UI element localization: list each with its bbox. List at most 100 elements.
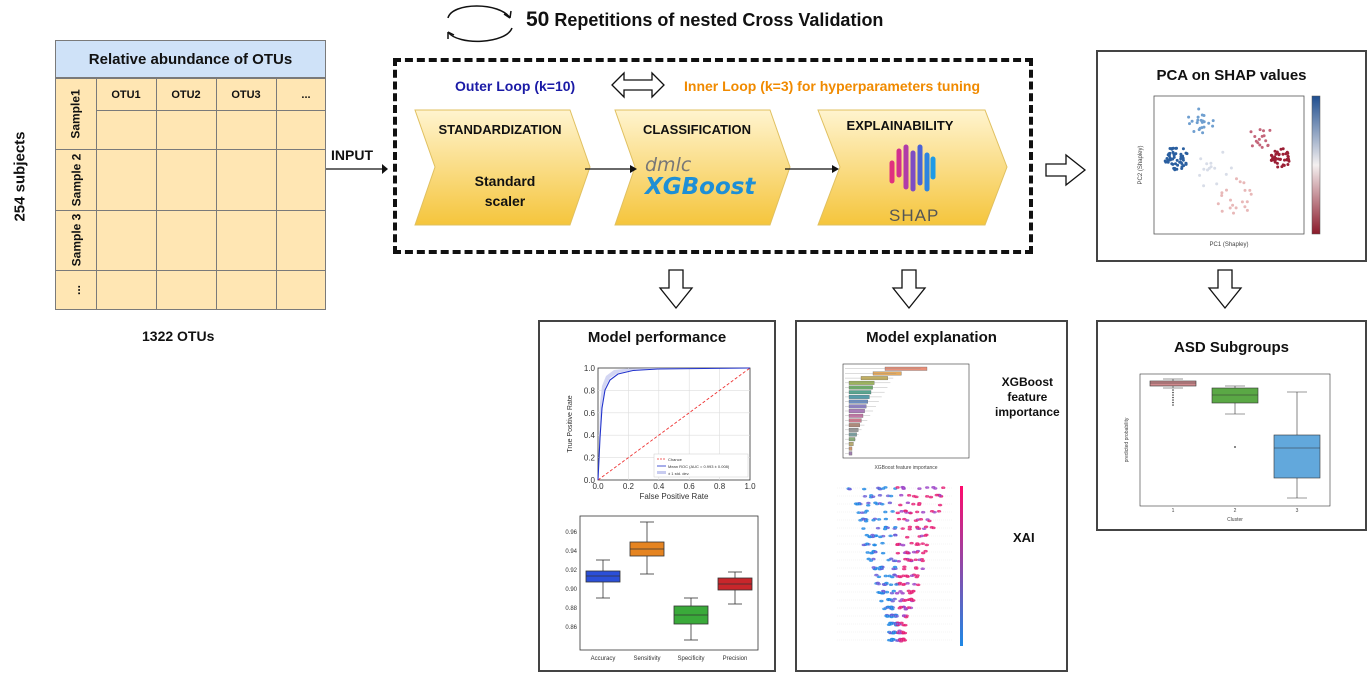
shap-point bbox=[916, 503, 922, 506]
shap-point bbox=[883, 517, 889, 521]
subgroups-title: ASD Subgroups bbox=[1174, 339, 1289, 356]
shap-point bbox=[862, 487, 867, 491]
column-header: OTU2 bbox=[171, 89, 201, 101]
pca-point bbox=[1216, 202, 1220, 206]
otu-table: OTU1 OTU2 OTU3 ... Sample1 Sample 2 Samp… bbox=[55, 78, 326, 310]
shap-point bbox=[879, 599, 884, 603]
roc-y-tick: 0.8 bbox=[584, 386, 596, 395]
shap-point bbox=[893, 533, 898, 537]
pca-point bbox=[1249, 192, 1253, 196]
roc-legend-std: ± 1 std. dev. bbox=[668, 471, 689, 476]
shap-point bbox=[906, 494, 912, 497]
pca-point bbox=[1245, 208, 1249, 212]
label1-line1: XGBoost bbox=[1001, 375, 1054, 389]
pca-point bbox=[1221, 150, 1225, 154]
shap-point bbox=[941, 486, 946, 489]
pca-point bbox=[1196, 115, 1200, 119]
shap-point bbox=[863, 519, 869, 523]
pca-point bbox=[1181, 156, 1185, 160]
roc-ylabel: True Positive Rate bbox=[567, 395, 574, 452]
shap-point bbox=[864, 542, 870, 546]
pca-point bbox=[1201, 131, 1205, 135]
pca-point bbox=[1171, 150, 1175, 154]
shap-point bbox=[891, 559, 897, 563]
pca-point bbox=[1269, 158, 1273, 162]
shap-point bbox=[921, 551, 926, 555]
shap-point bbox=[898, 575, 903, 579]
roc-xlabel: False Positive Rate bbox=[640, 492, 709, 501]
shap-point bbox=[892, 565, 898, 569]
shap-point bbox=[899, 510, 904, 513]
shap-point bbox=[911, 589, 916, 593]
subgroup-label: 1 bbox=[1172, 508, 1175, 514]
shap-point bbox=[924, 495, 930, 498]
pca-point bbox=[1171, 162, 1175, 166]
metric-y-tick: 0.90 bbox=[565, 587, 577, 593]
fi-xlabel: XGBoost feature importance bbox=[874, 465, 937, 471]
shap-point bbox=[893, 525, 898, 529]
shap-point bbox=[929, 509, 935, 513]
shap-point bbox=[861, 527, 866, 530]
column-header: OTU1 bbox=[111, 89, 141, 101]
pca-point bbox=[1172, 155, 1176, 159]
pca-point bbox=[1171, 146, 1175, 150]
pca-point bbox=[1262, 129, 1265, 133]
shap-point bbox=[866, 503, 871, 507]
shap-point bbox=[907, 525, 913, 529]
pca-point bbox=[1264, 139, 1268, 143]
shap-point bbox=[891, 631, 897, 634]
pca-point bbox=[1249, 130, 1253, 134]
pca-point bbox=[1234, 206, 1238, 210]
roc-chart: 0.00.0 0.2 0.2 0.4 0.4 0.6 0.6 0.8 0.8 1.0 1.0 Cha… bbox=[567, 364, 756, 501]
shap-point bbox=[898, 605, 903, 609]
shap-point bbox=[895, 542, 900, 546]
metric-y-tick: 0.96 bbox=[565, 530, 577, 536]
pca-point bbox=[1200, 113, 1204, 117]
shap-point bbox=[905, 582, 910, 585]
pca-xlabel: PC1 (Shapley) bbox=[1209, 242, 1248, 248]
pca-point bbox=[1184, 151, 1188, 155]
shap-point bbox=[870, 533, 875, 537]
metrics-boxplot: Accuracy Sensitivity Specificity Precision 0… bbox=[565, 515, 759, 662]
pca-point bbox=[1253, 135, 1257, 138]
shap-point bbox=[892, 597, 897, 601]
shap-point bbox=[891, 589, 896, 593]
pca-point bbox=[1248, 188, 1252, 192]
pca-point bbox=[1243, 188, 1247, 192]
shap-point bbox=[898, 599, 903, 603]
pca-point bbox=[1224, 172, 1228, 176]
pca-point bbox=[1274, 152, 1278, 156]
pca-point bbox=[1174, 152, 1178, 156]
to-performance-arrow-icon bbox=[658, 269, 694, 310]
shap-logo-icon bbox=[889, 144, 936, 192]
pca-point bbox=[1179, 152, 1183, 156]
pca-point bbox=[1190, 119, 1194, 123]
shap-point bbox=[909, 574, 915, 578]
subgroup-label: 3 bbox=[1296, 508, 1299, 514]
shap-point bbox=[914, 567, 919, 570]
pca-point bbox=[1220, 191, 1224, 195]
shap-point bbox=[861, 518, 866, 521]
shap-point bbox=[894, 583, 899, 586]
pca-point bbox=[1188, 122, 1191, 126]
shap-point bbox=[886, 558, 891, 562]
dmlc-text: dmlc bbox=[645, 154, 692, 176]
shap-point bbox=[860, 511, 865, 514]
pca-point bbox=[1257, 137, 1261, 141]
pca-point bbox=[1238, 180, 1242, 184]
shap-point bbox=[866, 501, 871, 505]
pca-point bbox=[1285, 151, 1289, 155]
metric-box bbox=[585, 570, 621, 583]
shap-point bbox=[882, 607, 887, 611]
pca-point bbox=[1166, 158, 1170, 162]
pca-point bbox=[1260, 145, 1264, 149]
cv-title: 50 Repetitions of nested Cross Validatio… bbox=[526, 8, 883, 32]
shap-point bbox=[900, 591, 905, 595]
shap-point bbox=[882, 583, 887, 587]
subgroup-box bbox=[1149, 380, 1197, 387]
shap-point bbox=[876, 486, 881, 490]
shap-point bbox=[886, 598, 891, 602]
shap-point bbox=[920, 559, 925, 563]
pca-point bbox=[1229, 198, 1232, 202]
shap-point bbox=[915, 525, 920, 529]
